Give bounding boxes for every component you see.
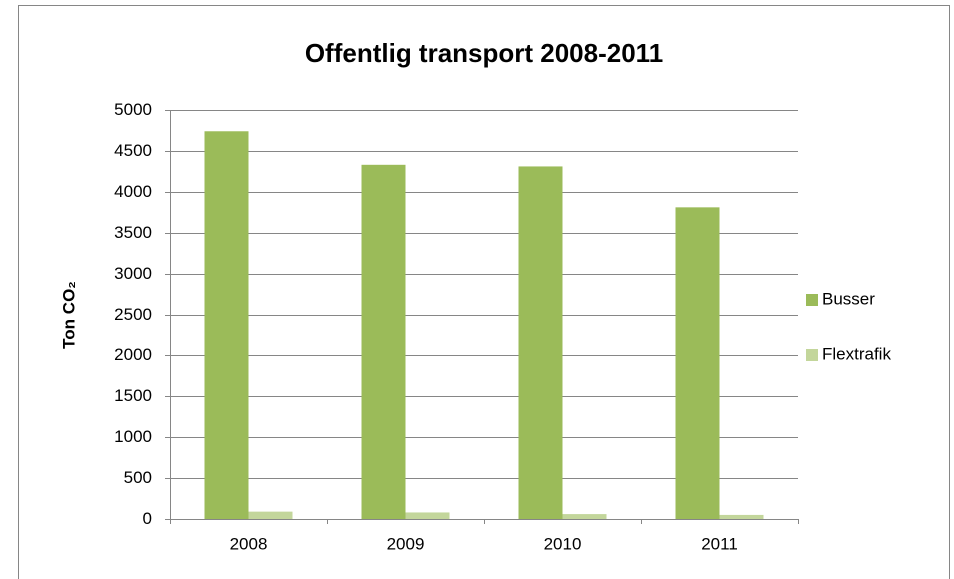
y-tick-label: 0	[143, 509, 152, 528]
x-tick-label: 2011	[701, 534, 738, 553]
x-tick-label: 2010	[544, 534, 582, 553]
bar	[719, 514, 764, 519]
y-tick-label: 500	[124, 468, 152, 487]
legend-swatch	[806, 294, 818, 306]
y-tick-label: 4500	[114, 141, 152, 160]
chart-title: Offentlig transport 2008-2011	[305, 38, 663, 68]
bar	[518, 166, 563, 519]
x-tick-label: 2008	[230, 534, 268, 553]
y-tick-label: 4000	[114, 182, 152, 201]
y-tick-label: 1000	[114, 427, 152, 446]
y-tick-label: 1500	[114, 386, 152, 405]
bar	[248, 511, 293, 519]
chart-frame	[18, 5, 950, 579]
bar	[204, 131, 249, 519]
y-tick-label: 3000	[114, 264, 152, 283]
y-tick-label: 5000	[114, 100, 152, 119]
legend-swatch	[806, 349, 818, 361]
y-tick-label: 2000	[114, 345, 152, 364]
y-tick-label: 3500	[114, 223, 152, 242]
bar	[562, 514, 607, 519]
y-tick-label: 2500	[114, 305, 152, 324]
legend-label: Busser	[822, 289, 875, 308]
bar	[405, 512, 450, 519]
bar	[675, 207, 720, 520]
legend-label: Flextrafik	[822, 344, 891, 363]
x-tick-label: 2009	[387, 534, 425, 553]
y-axis-label: Ton CO₂	[59, 281, 78, 349]
bar	[361, 164, 406, 519]
